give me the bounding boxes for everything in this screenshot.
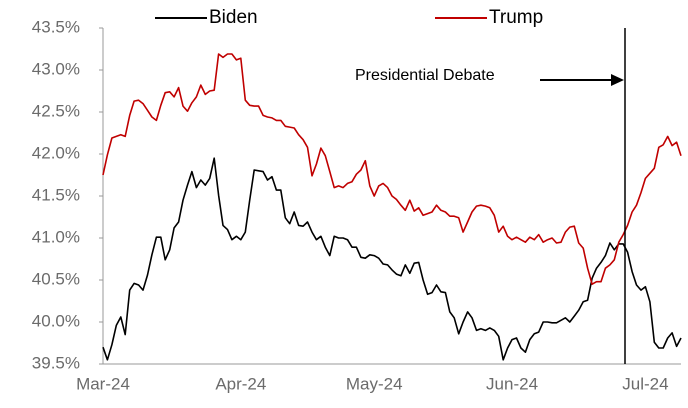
y-tick-label: 39.5% xyxy=(32,353,80,372)
legend-label: Trump xyxy=(489,7,543,28)
y-tick-label: 42.0% xyxy=(32,143,80,162)
x-tick-label: Jul-24 xyxy=(622,374,668,393)
y-tick-label: 42.5% xyxy=(32,101,80,120)
y-tick-label: 41.5% xyxy=(32,185,80,204)
x-tick-label: Jun-24 xyxy=(486,374,538,393)
x-tick-label: Apr-24 xyxy=(215,374,266,393)
y-tick-label: 41.0% xyxy=(32,227,80,246)
y-tick-label: 40.0% xyxy=(32,311,80,330)
y-tick-label: 40.5% xyxy=(32,269,80,288)
series-line xyxy=(102,53,682,285)
x-tick-label: Mar-24 xyxy=(76,374,130,393)
annotation-arrowhead xyxy=(611,74,624,86)
legend-label: Biden xyxy=(209,7,258,28)
y-tick-label: 43.0% xyxy=(32,59,80,78)
annotation: Presidential Debate xyxy=(355,67,495,84)
x-tick-label: May-24 xyxy=(346,374,403,393)
y-tick-label: 43.5% xyxy=(32,17,80,36)
series-line xyxy=(102,157,682,361)
